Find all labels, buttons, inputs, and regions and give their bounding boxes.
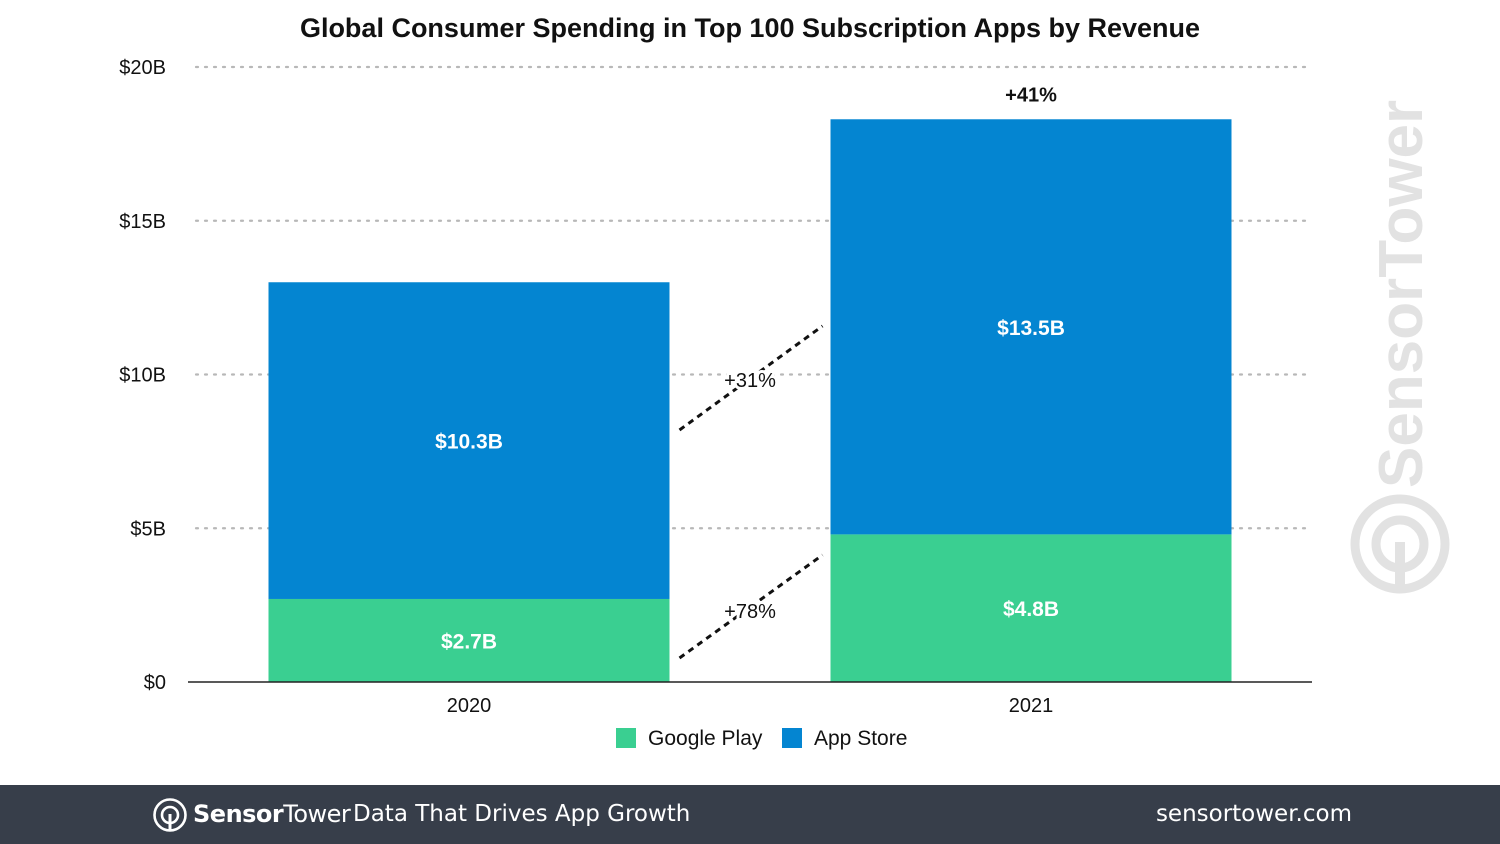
- axis-layer: $0 $5B $10B $15B $20B 2020 2021: [119, 57, 1312, 717]
- footer-tagline: Data That Drives App Growth: [353, 801, 691, 827]
- footer-brand-bold: Sensor: [193, 800, 284, 828]
- growth-label-app-store: +31%: [724, 370, 776, 392]
- growth-connector-google-play: [678, 553, 824, 660]
- chart-title: Global Consumer Spending in Top 100 Subs…: [300, 13, 1200, 43]
- watermark-text: SensorTower: [1367, 100, 1436, 488]
- y-tick-label: $0: [144, 672, 166, 694]
- growth-label-total: +41%: [1005, 84, 1057, 106]
- legend-label-google-play: Google Play: [648, 727, 763, 750]
- legend-label-app-store: App Store: [814, 727, 907, 750]
- legend: Google Play App Store: [616, 727, 907, 750]
- data-label: $2.7B: [441, 630, 497, 653]
- bar-segment-app-store: [268, 282, 670, 599]
- footer-brand: SensorTower: [193, 799, 351, 829]
- watermark-logo-icon: [1350, 494, 1450, 594]
- growth-label-google-play: +78%: [724, 601, 776, 623]
- annotations-layer: +31% +78% +41%: [678, 81, 1060, 660]
- footer-brand-light: Tower: [283, 800, 351, 828]
- sensortower-logo-icon: [153, 798, 187, 832]
- x-tick-label: 2020: [447, 695, 492, 717]
- bar-segment-google-play: [268, 598, 670, 682]
- watermark: SensorTower: [1350, 100, 1450, 594]
- x-tick-label: 2021: [1009, 695, 1054, 717]
- data-label: $13.5B: [997, 317, 1065, 340]
- y-tick-label: $20B: [119, 57, 166, 79]
- bar-segment-google-play: [830, 534, 1232, 682]
- bar-segment-app-store: [830, 119, 1232, 535]
- legend-swatch-app-store: [782, 728, 802, 748]
- chart-svg: Global Consumer Spending in Top 100 Subs…: [119, 13, 1450, 750]
- y-tick-label: $15B: [119, 211, 166, 233]
- footer-url-link[interactable]: sensortower.com: [1155, 801, 1352, 827]
- bars-layer: $2.7B $10.3B $4.8B $13.5B: [268, 119, 1232, 682]
- footer-bar: SensorTower Data That Drives App Growth …: [0, 785, 1500, 844]
- data-label: $10.3B: [435, 431, 503, 454]
- legend-swatch-google-play: [616, 728, 636, 748]
- growth-connector-app-store: [678, 324, 824, 432]
- y-tick-label: $5B: [130, 518, 166, 540]
- y-tick-label: $10B: [119, 365, 166, 387]
- data-label: $4.8B: [1003, 598, 1059, 621]
